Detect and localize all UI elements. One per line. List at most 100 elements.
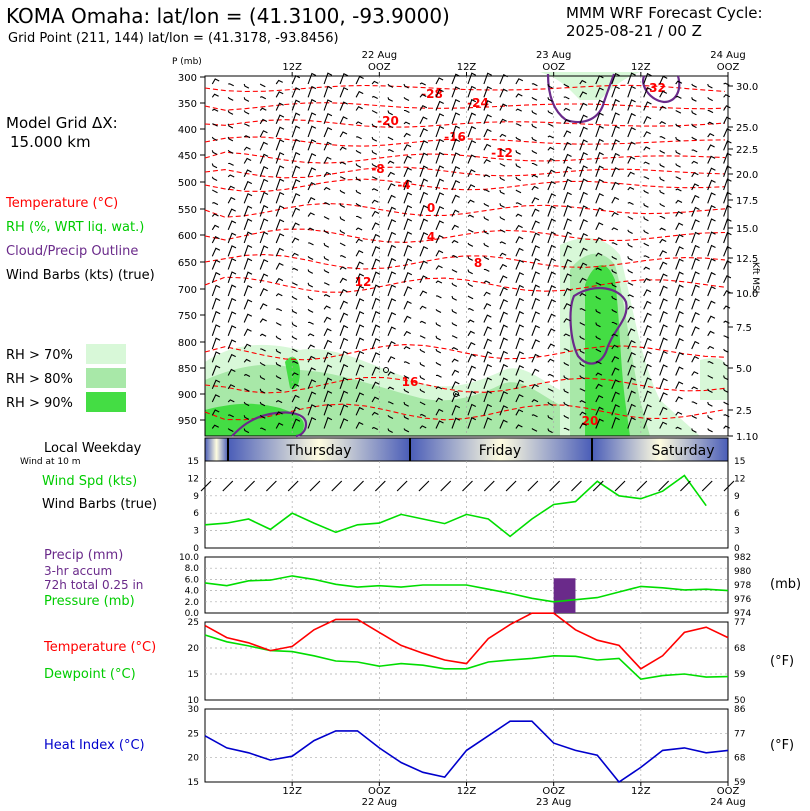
isotherm-11 <box>204 344 726 361</box>
wind-barb <box>403 415 409 420</box>
wind-barb <box>308 242 314 246</box>
wind-barb <box>579 411 587 416</box>
wind-barb <box>307 212 315 217</box>
wind-barb <box>515 365 524 376</box>
pressure-label-600: 600 <box>178 231 197 242</box>
wind-barb <box>499 229 506 233</box>
wind-barb <box>275 79 283 85</box>
wind-barb <box>275 247 284 257</box>
isotherm-2 <box>204 119 726 128</box>
surface-wind-barb <box>244 480 255 492</box>
wind-barb <box>515 259 524 270</box>
wind-barb <box>371 297 381 310</box>
wind-barb <box>467 72 477 85</box>
wind-barb <box>691 206 700 217</box>
wind-barb <box>531 174 539 178</box>
wind-barb <box>515 108 522 112</box>
wind-barb <box>356 136 362 140</box>
wind-barb <box>323 328 332 337</box>
wind-barb <box>499 311 508 323</box>
wind-barb <box>451 369 460 376</box>
wind-barb <box>675 271 684 283</box>
surface-wind-barb <box>462 480 473 492</box>
wind-barb <box>643 115 652 125</box>
isotherm-label-13: 20 <box>582 414 599 428</box>
wind-barb <box>291 322 298 328</box>
panel0-left-tick-0: 15 <box>188 457 199 467</box>
wind-barb <box>291 237 300 244</box>
wind-barb <box>435 249 444 257</box>
bottom-date-label-1: 23 Aug <box>536 797 571 808</box>
wind-barb <box>243 299 253 310</box>
wind-barb <box>547 181 556 191</box>
calm-marker-2 <box>453 391 459 397</box>
wind-barb <box>323 186 331 191</box>
wind-barb <box>323 390 333 403</box>
wind-barb <box>403 167 412 178</box>
wind-barb <box>291 112 301 124</box>
surface-wind-barb <box>505 480 517 492</box>
wind-barb <box>387 97 393 102</box>
wind-barb <box>323 316 332 323</box>
wind-barb <box>307 255 314 260</box>
wind-barb <box>371 199 379 204</box>
wind-barb <box>275 139 285 151</box>
legend-dewpoint: Dewpoint (°C) <box>44 667 136 682</box>
wind-barb <box>723 362 729 367</box>
wind-barb <box>275 165 285 177</box>
wind-barb <box>243 231 253 244</box>
wind-barb <box>547 373 554 377</box>
wind-barb <box>499 216 506 221</box>
wind-barb <box>723 204 732 217</box>
wind-barb <box>259 130 268 138</box>
wind-barb <box>227 284 237 297</box>
height-label-6: 12.5 <box>736 254 758 265</box>
wind-barb <box>483 229 489 235</box>
panel3-right-tick-1: 77 <box>734 729 745 739</box>
surface-wind-barb <box>483 480 495 492</box>
wind-barb <box>659 121 666 125</box>
wind-barb <box>323 72 333 85</box>
wind-barb <box>227 297 237 310</box>
wind-barb <box>531 197 540 204</box>
wind-barb <box>563 302 572 310</box>
wind-barb <box>659 176 665 182</box>
wind-barb <box>355 406 364 416</box>
panel3-left-tick-0: 30 <box>188 705 200 715</box>
surface-wind-barb <box>200 480 212 492</box>
wind-barb <box>643 418 652 429</box>
wind-barb <box>531 123 537 129</box>
wind-barbs-surface <box>200 480 735 492</box>
wind-barb <box>275 411 283 416</box>
wind-barb <box>291 99 301 111</box>
wind-barb <box>371 338 381 350</box>
wind-barb <box>435 408 444 416</box>
wind-barb <box>531 399 539 403</box>
wind-barb <box>483 255 490 260</box>
wind-barb <box>531 297 540 310</box>
wind-barb <box>291 394 300 403</box>
legend-pressure: Pressure (mb) <box>44 594 135 609</box>
panel0-left-tick-1: 12 <box>188 474 199 484</box>
wind-barb <box>643 390 652 403</box>
wind-barb <box>675 222 684 231</box>
wind-barb <box>323 351 333 363</box>
wind-barb <box>419 128 428 138</box>
wind-barb <box>323 403 333 416</box>
wind-barb <box>355 285 365 297</box>
wind-barb <box>307 344 315 350</box>
wind-barb <box>547 110 554 115</box>
pressure-label-350: 350 <box>178 99 197 110</box>
wind-barb <box>499 118 507 125</box>
bottom-date-label-2: 24 Aug <box>710 797 745 808</box>
wind-barb <box>387 206 397 217</box>
wind-barb <box>243 313 253 323</box>
wind-barb <box>547 205 556 217</box>
wind-barb <box>435 420 444 429</box>
wind-barb <box>339 266 347 270</box>
wind-barb <box>403 346 411 350</box>
surface-wind-barb <box>658 480 670 492</box>
wind-barb <box>323 305 331 310</box>
wind-barb <box>707 132 715 138</box>
wind-barb <box>595 335 601 340</box>
